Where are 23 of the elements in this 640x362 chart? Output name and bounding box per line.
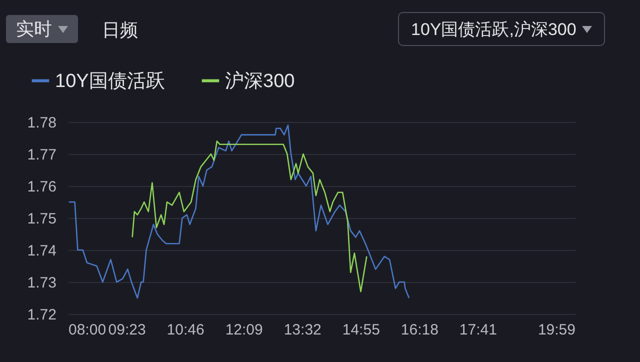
x-tick-label: 14:55 — [342, 322, 380, 338]
legend-label: 10Y国债活跃 — [55, 70, 165, 92]
y-tick-label: 1.74 — [27, 242, 56, 260]
x-tick-label: 09:23 — [108, 322, 146, 338]
x-tick-label: 17:41 — [459, 322, 497, 338]
text: 日频 — [102, 19, 138, 42]
x-tick-label: 12:09 — [225, 322, 263, 338]
x-tick-label: 13:32 — [284, 322, 322, 338]
x-tick-label: 19:59 — [538, 322, 576, 338]
y-tick-label: 1.75 — [27, 210, 56, 228]
text: 实时 — [16, 18, 52, 41]
y-tick-label: 1.72 — [27, 306, 56, 324]
x-tick-label: 08:00 — [68, 322, 106, 338]
y-tick-label: 1.76 — [27, 178, 56, 196]
text: 10Y国债活跃,沪深300 — [411, 18, 576, 40]
x-tick-label: 16:18 — [400, 322, 438, 338]
legend-label: 沪深300 — [225, 70, 295, 92]
line-series — [132, 140, 368, 292]
line-series — [68, 124, 410, 299]
y-tick-label: 1.78 — [27, 114, 56, 132]
x-tick-label: 10:46 — [166, 322, 204, 338]
y-tick-label: 1.77 — [27, 146, 56, 164]
y-tick-label: 1.73 — [27, 274, 56, 292]
